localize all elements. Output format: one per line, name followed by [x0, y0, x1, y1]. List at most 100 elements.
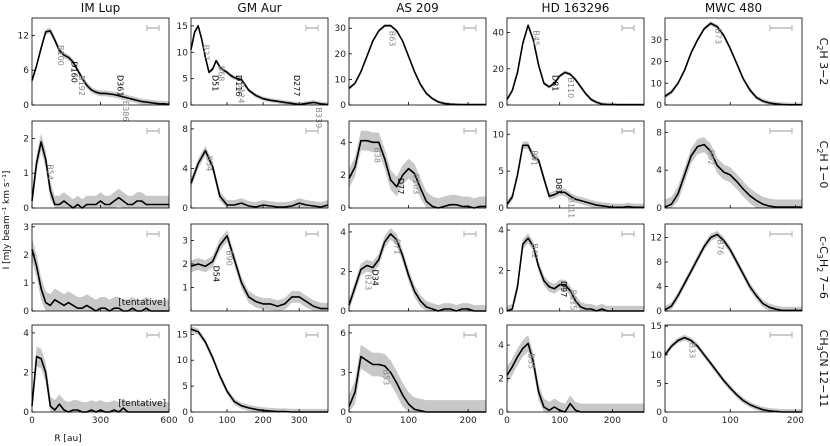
feature-label: B386 [121, 101, 130, 122]
x-tick-label: 200 [787, 416, 804, 426]
feature-label: D97 [559, 281, 568, 297]
y-tick-label: 0 [23, 408, 29, 418]
profile-line [664, 22, 802, 106]
x-tick-label: 0 [29, 416, 35, 426]
y-tick-label: 30 [335, 24, 347, 34]
y-tick-label: 0 [656, 408, 662, 418]
y-tick-label: 3 [340, 368, 346, 378]
feature-label: B100 [56, 45, 65, 66]
y-tick-label: 0 [23, 307, 29, 317]
y-axis-label: I [mJy beam⁻¹ km s⁻¹] [2, 171, 12, 270]
panel: 0 10 20 30 B73 [651, 17, 803, 111]
y-tick-label: 0 [182, 204, 188, 214]
row-label: C2H 3−2 [815, 38, 830, 86]
feature-label: D54 [212, 266, 221, 282]
feature-label: B41 [530, 150, 539, 166]
x-tick-label: 100 [551, 416, 568, 426]
x-tick-label: 0 [346, 416, 352, 426]
y-tick-label: 2 [23, 368, 29, 378]
feature-label: D116 [234, 75, 243, 96]
x-tick-label: 100 [218, 416, 235, 426]
feature-label: B103 [411, 174, 420, 195]
row-label-subscript: 3 [815, 346, 824, 351]
error-band [32, 133, 169, 208]
profile-line [190, 149, 329, 208]
y-tick-label: 15 [177, 22, 188, 32]
panel: 0 2 4 0 100 200 B35 [498, 324, 645, 426]
panel: 0 1 2 3 [tentative] [23, 223, 170, 317]
row-label-part: H [817, 259, 830, 267]
y-tick-label: 0 [23, 204, 29, 214]
panel-frame [664, 223, 803, 312]
feature-label: B111 [567, 198, 576, 219]
profile-line [190, 25, 329, 106]
y-tick-label: 5 [182, 382, 188, 392]
y-tick-label: 2 [498, 375, 504, 385]
feature-label: B54 [45, 164, 54, 180]
x-tick-label: 200 [460, 416, 477, 426]
y-tick-label: 8 [656, 128, 662, 138]
y-tick-label: 2 [498, 267, 504, 277]
row-label-part: C [817, 141, 830, 149]
profile-line [348, 24, 486, 106]
y-tick-label: 4 [656, 166, 662, 176]
feature-label: B73 [714, 28, 723, 44]
y-tick-label: 4 [182, 164, 188, 174]
error-band [349, 228, 486, 311]
row-label-part: H 3−2 [817, 50, 830, 85]
row-label-part: C [817, 38, 830, 46]
profile-line [190, 235, 328, 310]
profile-line [31, 29, 170, 106]
feature-label: B23 [364, 275, 373, 291]
profile-line [31, 141, 169, 209]
column-title: HD 163296 [542, 1, 610, 15]
feature-label: D81 [551, 75, 560, 91]
panel: 0 5 10 B41 D87 B111 [493, 120, 645, 219]
column-title: GM Aur [237, 1, 281, 15]
x-tick-label: 600 [160, 416, 177, 426]
feature-label: B62 [706, 150, 715, 166]
y-tick-label: 0 [656, 101, 662, 111]
y-tick-label: 4 [498, 341, 504, 351]
error-band [507, 335, 644, 412]
y-tick-label: 0 [498, 204, 504, 214]
column-title: AS 209 [396, 1, 439, 15]
feature-label: B34 [204, 156, 213, 172]
y-tick-label: 4 [498, 226, 504, 236]
x-tick-label: 100 [722, 416, 739, 426]
y-tick-label: 2 [182, 260, 188, 270]
y-tick-label: 15 [651, 322, 662, 332]
panel-frame [348, 17, 487, 106]
feature-label: D160 [70, 61, 79, 82]
error-band [665, 21, 802, 105]
y-tick-label: 2 [340, 267, 346, 277]
feature-label: D361 [115, 75, 124, 96]
feature-label: B45 [532, 30, 541, 46]
panel-frame [348, 223, 487, 312]
panel-frame [348, 120, 487, 209]
x-tick-label: 300 [291, 416, 308, 426]
y-tick-label: 6 [340, 329, 346, 339]
row-label: C2H 1−0 [815, 141, 830, 189]
y-tick-label: 2 [340, 171, 346, 181]
y-tick-label: 30 [651, 36, 663, 46]
y-tick-label: 0 [182, 408, 188, 418]
tentative-note: [tentative] [118, 399, 166, 409]
y-tick-label: 0 [182, 101, 188, 111]
y-tick-label: 0 [498, 307, 504, 317]
panel-frame [506, 324, 645, 413]
x-tick-label: 100 [400, 416, 417, 426]
feature-label: B110 [566, 77, 575, 98]
y-tick-label: 0 [340, 101, 346, 111]
y-tick-label: 0 [656, 307, 662, 317]
y-tick-label: 10 [651, 351, 663, 361]
row-label-part: CN 12−11 [817, 351, 830, 408]
error-band [349, 344, 486, 412]
feature-label: D77 [396, 178, 405, 194]
row-label-part: CH [817, 330, 830, 346]
panel: 0 2 4 B38 D77 B103 [340, 120, 487, 214]
